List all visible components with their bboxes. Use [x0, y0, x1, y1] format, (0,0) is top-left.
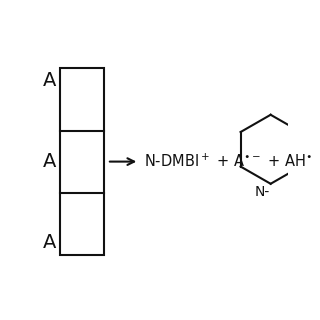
Text: A: A — [43, 233, 56, 252]
Text: N-DMBI$^+$ + A$^{\bullet -}$ + AH$^{\bullet}$: N-DMBI$^+$ + A$^{\bullet -}$ + AH$^{\bul… — [144, 153, 312, 170]
Bar — [60, 68, 104, 255]
Text: N-: N- — [254, 185, 270, 199]
Text: A: A — [43, 71, 56, 90]
Text: A: A — [43, 152, 56, 171]
